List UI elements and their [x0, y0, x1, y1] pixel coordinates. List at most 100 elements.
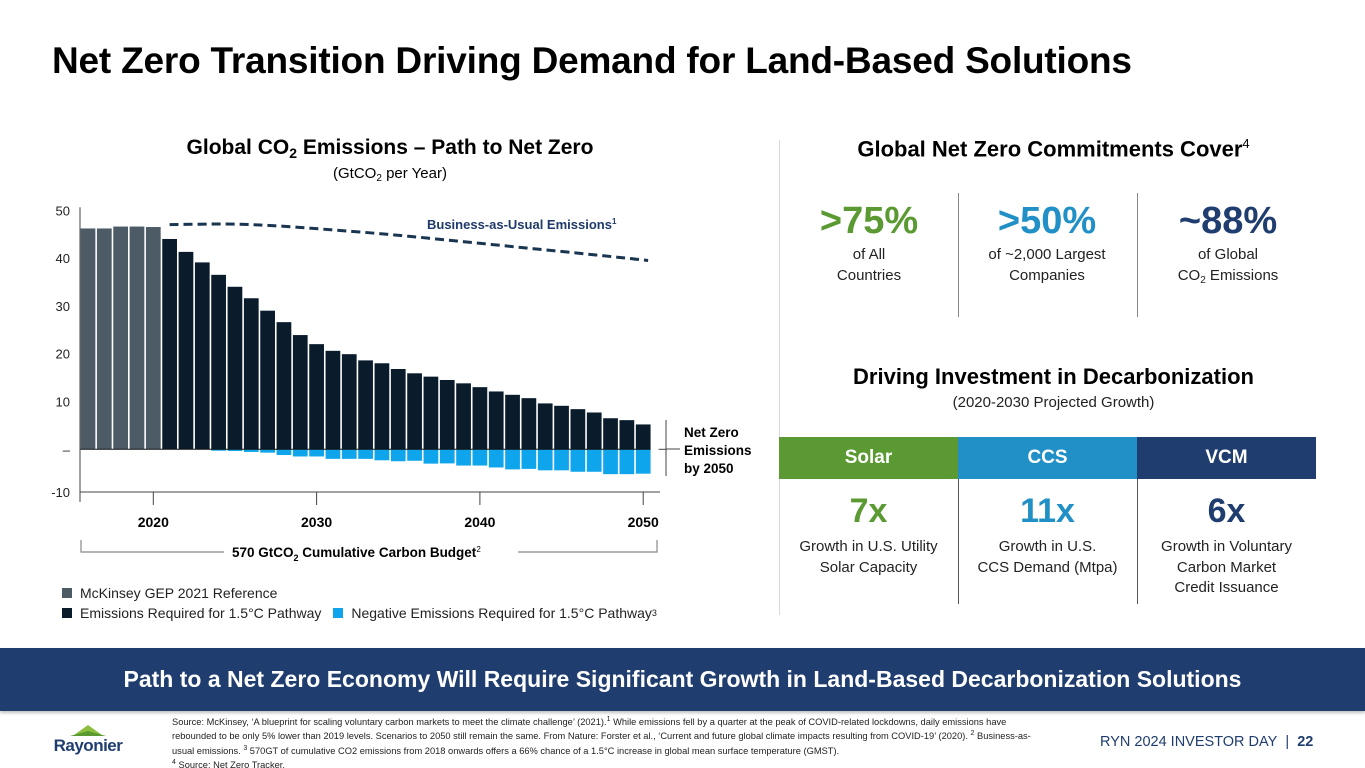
footer-page-info: RYN 2024 INVESTOR DAY | 22 — [1100, 734, 1313, 750]
footnote-s4: 4 — [172, 758, 176, 766]
x-tick-label-2020: 2020 — [138, 514, 169, 530]
negative-bar-2042 — [505, 449, 520, 470]
investment-divider-2 — [1137, 479, 1138, 604]
pathway-bar-2021 — [162, 238, 177, 450]
net-zero-label-3: by 2050 — [684, 461, 734, 476]
pathway-bar-2026 — [243, 298, 259, 450]
footnote: Source: McKinsey, ‘A blueprint for scali… — [172, 714, 1052, 768]
reference-bar-2019 — [129, 226, 145, 450]
budget-bracket-left — [80, 540, 224, 553]
footnote-p2: While emissions fell by a quarter at the… — [172, 717, 1007, 742]
pathway-bar-2023 — [194, 262, 210, 450]
logo-mountain-icon — [70, 725, 106, 736]
stat-desc-companies-2: Companies — [1009, 267, 1085, 284]
investment-title: Driving Investment in Decarbonization — [853, 364, 1254, 389]
investment-desc-solar: Growth in U.S. Utility Solar Capacity — [779, 537, 958, 578]
negative-bar-2039 — [456, 449, 471, 466]
negative-bar-2045 — [554, 449, 569, 471]
net-zero-annotation: Net Zero Emissions by 2050 — [665, 420, 752, 476]
pathway-bar-2040 — [472, 387, 488, 450]
x-tick-label-2050: 2050 — [628, 514, 659, 530]
footer-separator: | — [1285, 734, 1290, 750]
banner-text: Path to a Net Zero Economy Will Require … — [123, 666, 1242, 692]
budget-label-sup: 2 — [476, 545, 481, 554]
negative-bar-2044 — [537, 449, 553, 471]
budget-bracket-right — [518, 540, 658, 553]
net-zero-label-2: Emissions — [684, 443, 752, 458]
pathway-bar-2030 — [309, 344, 324, 450]
footnote-p5: Source: Net Zero Tracker. — [175, 759, 285, 768]
investment-desc-ccs: Growth in U.S. CCS Demand (Mtpa) — [958, 537, 1137, 578]
legend-row-1: McKinsey GEP 2021 Reference — [62, 583, 657, 603]
budget-label-sub: 2 — [294, 553, 299, 563]
x-tick-label-2040: 2040 — [464, 514, 495, 530]
investment-desc-vcm-2: Carbon Market — [1176, 558, 1277, 576]
pathway-bar-2034 — [374, 363, 390, 450]
pathway-bar-2024 — [211, 274, 226, 450]
investment-value-ccs: 11x — [1020, 492, 1075, 530]
pathway-bar-2050 — [635, 424, 651, 450]
pathway-bar-2048 — [603, 418, 618, 450]
y-tick-label-1: 40 — [56, 251, 70, 266]
legend-row-2: Emissions Required for 1.5°C Pathway Neg… — [62, 603, 657, 623]
negative-bar-2047 — [586, 449, 602, 472]
stat-desc-countries-1: of All — [852, 246, 886, 263]
bars-layer — [80, 226, 651, 475]
bau-label-sup: 1 — [612, 217, 617, 226]
negative-bar-2026 — [243, 449, 259, 452]
chart-title-sub: 2 — [289, 145, 298, 161]
budget-label-post: Cumulative Carbon Budget — [299, 545, 477, 560]
negative-bar-2037 — [423, 449, 439, 464]
negative-bar-2033 — [358, 449, 373, 459]
budget-label-pre: 570 GtCO — [232, 545, 294, 560]
stat-emissions: ~88% of Global CO2 Emissions — [1139, 198, 1317, 291]
pathway-bar-2022 — [178, 251, 194, 450]
legend-swatch-negative — [333, 608, 344, 618]
page-number: 22 — [1297, 734, 1314, 750]
stat-value-companies: >50% — [997, 200, 1097, 242]
commitments-title: Global Net Zero Commitments Cover4 — [790, 136, 1317, 162]
legend-label-reference: McKinsey GEP 2021 Reference — [80, 585, 278, 601]
stat-desc-emissions-2: CO2 Emissions — [1139, 265, 1317, 291]
footnote-s2: 2 — [970, 730, 975, 738]
negative-bar-2032 — [341, 449, 357, 459]
pathway-bar-2042 — [505, 394, 520, 450]
pathway-bar-2038 — [439, 379, 455, 450]
legend-label-negative-sup: 3 — [651, 608, 657, 618]
page-title: Net Zero Transition Driving Demand for L… — [52, 40, 1132, 81]
chart-legend: McKinsey GEP 2021 Reference Emissions Re… — [62, 583, 657, 623]
pathway-bar-2049 — [619, 420, 635, 450]
stat-countries: >75% of All Countries — [780, 198, 958, 286]
chart-subtitle: (GtCO2 per Year) — [60, 165, 720, 184]
negative-bar-2029 — [292, 449, 308, 457]
pathway-bar-2028 — [276, 322, 292, 450]
investment-desc-vcm-1: Growth in Voluntary — [1161, 538, 1292, 555]
negative-bar-2024 — [211, 449, 226, 451]
x-tick-label-2030: 2030 — [301, 514, 332, 530]
stat-divider-2 — [1137, 193, 1138, 317]
axes-layer: 50 40 30 20 10 – -10 2020 2030 2040 2050 — [51, 203, 666, 530]
reference-bar-2018 — [113, 226, 129, 450]
commitments-title-sup: 4 — [1242, 136, 1250, 151]
investment-desc-solar-1: Growth in U.S. Utility — [799, 538, 938, 555]
investment-header-ccs: CCS — [958, 437, 1137, 479]
investment-header-solar: Solar — [779, 437, 958, 479]
commitments-title-text: Global Net Zero Commitments Cover — [857, 136, 1243, 162]
stat-desc-emissions-post: Emissions — [1205, 267, 1279, 284]
pathway-bar-2039 — [456, 383, 471, 450]
chart-subtitle-pre: (GtCO — [333, 165, 377, 182]
negative-bar-2038 — [439, 449, 455, 464]
negative-bar-2043 — [521, 449, 537, 469]
pathway-bar-2027 — [260, 310, 275, 450]
bau-label: Business-as-Usual Emissions1 — [427, 217, 617, 232]
logo-text: Rayonier — [53, 736, 123, 755]
chart-title-post: Emissions – Path to Net Zero — [297, 136, 594, 159]
y-tick-label-6: -10 — [51, 485, 70, 500]
investment-value-solar: 7x — [849, 492, 888, 530]
rayonier-logo: Rayonier — [48, 722, 128, 758]
negative-bar-2027 — [260, 449, 275, 453]
investment-desc-ccs-2: CCS Demand (Mtpa) — [977, 558, 1118, 576]
y-tick-label-3: 20 — [56, 347, 70, 362]
pathway-bar-2044 — [537, 403, 553, 450]
pathway-bar-2031 — [325, 350, 341, 450]
